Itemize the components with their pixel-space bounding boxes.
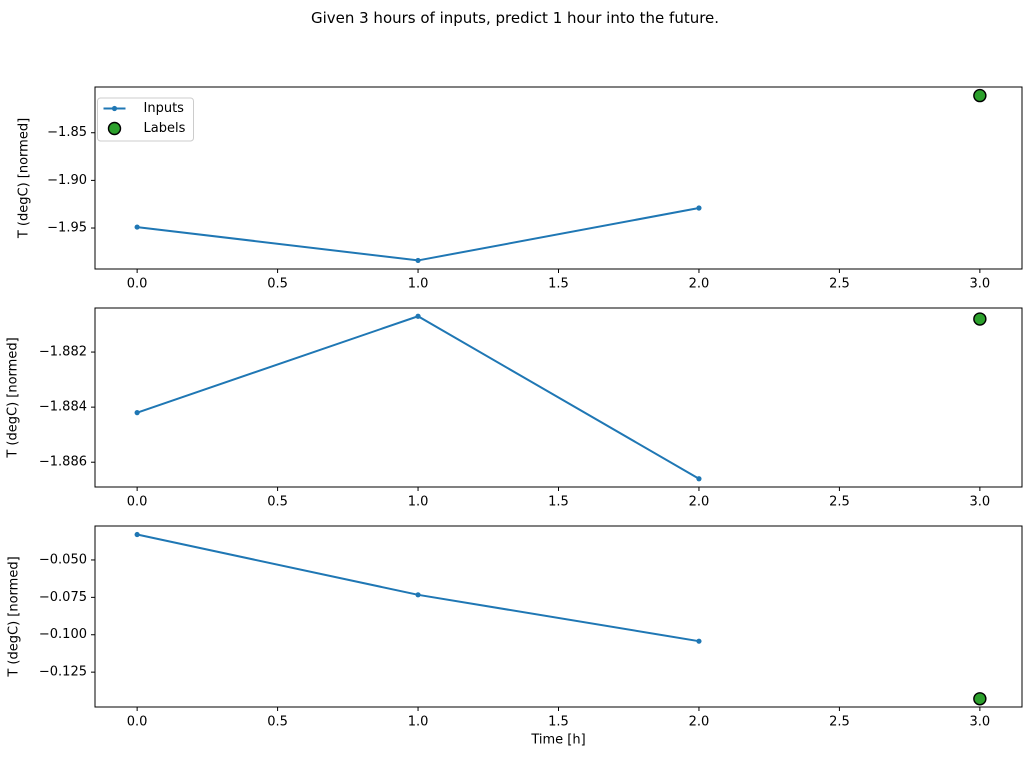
y-axis-label: T (degC) [normed] [6, 337, 21, 458]
labels-point [973, 88, 987, 103]
x-tick-label: 0.0 [127, 495, 148, 510]
subplot-1-frame [94, 86, 1023, 270]
labels-point [973, 692, 987, 706]
y-tick-label: −0.075 [39, 590, 87, 605]
figure-title: Given 3 hours of inputs, predict 1 hour … [310, 9, 720, 27]
x-tick-label: 3.0 [970, 277, 991, 292]
inputs-point [415, 257, 421, 264]
inputs-point [415, 592, 421, 598]
x-tick-label: 1.0 [408, 715, 429, 730]
inputs-point [134, 224, 140, 230]
y-tick-label: −1.886 [39, 455, 87, 470]
inputs-line [136, 533, 700, 643]
x-tick-label: 1.5 [548, 715, 569, 730]
legend-labels-marker [107, 121, 122, 136]
inputs-point [696, 638, 702, 644]
y-tick-label: −0.050 [39, 552, 87, 567]
y-tick-label: −1.95 [47, 221, 87, 236]
x-tick-label: 2.5 [829, 277, 850, 292]
inputs-point [696, 205, 702, 211]
y-tick-label: −1.85 [47, 125, 87, 140]
y-axis-label: T (degC) [normed] [7, 556, 22, 677]
x-tick-label: 3.0 [970, 715, 991, 730]
x-tick-label: 1.0 [408, 495, 429, 510]
inputs-point [696, 476, 702, 482]
inputs-point [134, 410, 140, 416]
labels-point [973, 312, 987, 326]
x-tick-label: 2.0 [689, 495, 710, 510]
x-tick-label: 2.5 [829, 495, 850, 510]
x-tick-label: 3.0 [970, 495, 991, 510]
x-tick-label: 0.5 [267, 715, 288, 730]
y-tick-label: −0.125 [39, 665, 87, 680]
y-tick-label: −1.90 [47, 173, 87, 188]
x-tick-label: 0.5 [267, 277, 288, 292]
x-tick-label: 0.0 [127, 715, 148, 730]
x-tick-label: 1.5 [548, 495, 569, 510]
inputs-point [415, 313, 421, 319]
inputs-line [137, 207, 700, 262]
y-axis-label: T (degC) [normed] [17, 118, 32, 239]
x-tick-label: 0.5 [267, 495, 288, 510]
inputs-line [136, 315, 700, 480]
x-tick-label: 1.5 [548, 277, 569, 292]
x-tick-label: 0.0 [127, 277, 148, 292]
legend-label: Labels [144, 121, 186, 136]
y-tick-label: −0.100 [39, 627, 87, 642]
legend-label: Inputs [144, 101, 185, 116]
x-axis-label: Time [h] [530, 733, 585, 748]
legend-inputs-marker [111, 105, 118, 112]
y-tick-label: −1.882 [39, 345, 87, 360]
y-tick-label: −1.884 [39, 400, 87, 415]
x-tick-label: 1.0 [408, 277, 429, 292]
subplot-3-frame [94, 525, 1023, 708]
x-tick-label: 2.0 [689, 715, 710, 730]
x-tick-label: 2.0 [689, 277, 710, 292]
inputs-point [134, 531, 140, 538]
x-tick-label: 2.5 [829, 715, 850, 730]
